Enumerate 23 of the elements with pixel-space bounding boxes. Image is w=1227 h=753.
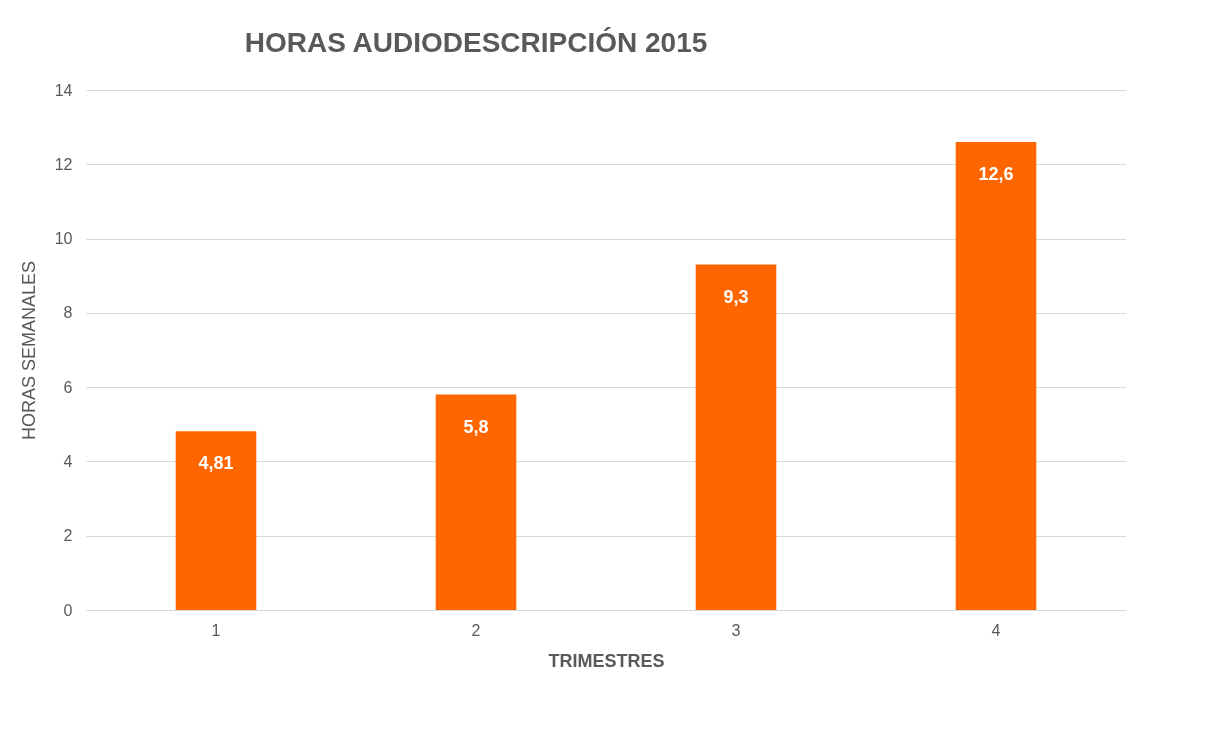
y-axis-title: HORAS SEMANALES	[18, 260, 39, 441]
y-tick-label: 12	[54, 155, 73, 173]
data-label: 4,81	[198, 453, 234, 474]
data-label: 5,8	[463, 416, 489, 437]
bar	[695, 264, 777, 610]
y-tick-label: 8	[63, 304, 73, 322]
data-label: 9,3	[723, 286, 749, 307]
x-tick-label: 2	[471, 621, 481, 639]
y-tick-label: 14	[54, 81, 73, 99]
y-tick-label: 10	[54, 230, 73, 248]
x-tick-label: 3	[731, 621, 741, 639]
chart-title: HORAS AUDIODESCRIPCIÓN 2015	[244, 27, 708, 58]
bar	[175, 431, 257, 610]
x-tick-label: 4	[991, 621, 1001, 639]
y-tick-label: 2	[63, 527, 73, 545]
y-tick-label: 6	[63, 378, 73, 396]
bar	[955, 142, 1037, 610]
data-label: 12,6	[978, 164, 1014, 184]
x-axis-title: TRIMESTRES	[548, 650, 665, 671]
bar	[435, 394, 517, 610]
y-tick-label: 4	[63, 452, 73, 470]
x-tick-label: 1	[211, 621, 221, 639]
y-tick-label: 0	[63, 601, 73, 619]
